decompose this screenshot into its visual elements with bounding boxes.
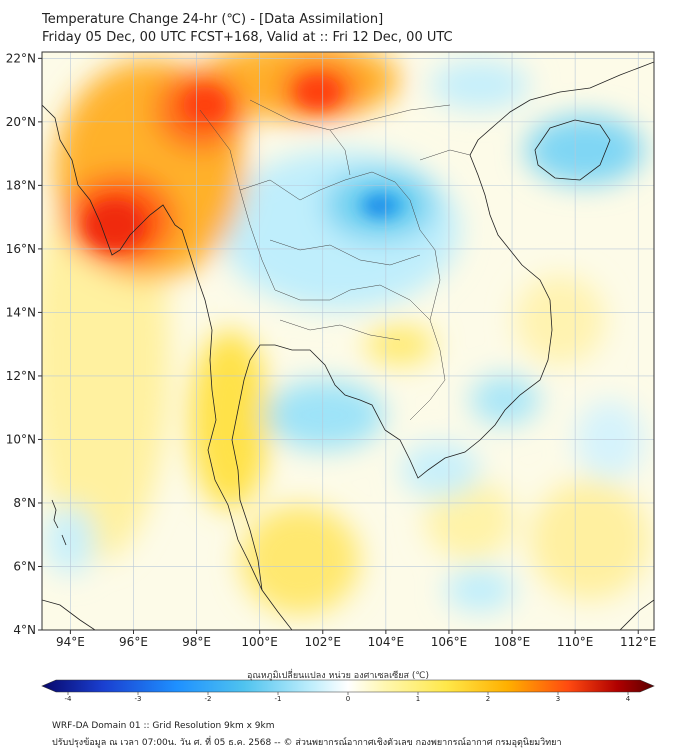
colorbar-title: อุณหภูมิเปลี่ยนแปลง หน่วย องศาเซลเซียส (…: [246, 671, 430, 681]
map-title: Temperature Change 24-hr (℃) - [Data Ass…: [42, 12, 384, 27]
lon-label: 102°E: [305, 635, 342, 649]
lon-label: 96°E: [119, 635, 148, 649]
colorbar-tick-label: 0: [346, 695, 350, 703]
lat-label: 4°N: [13, 623, 36, 637]
lat-label: 16°N: [6, 242, 36, 256]
longitude-axis: 94°E 96°E 98°E 100°E 102°E 104°E 106°E 108°E 110…: [56, 630, 657, 649]
colorbar-tick-label: 3: [556, 695, 560, 703]
lat-label: 12°N: [6, 369, 36, 383]
lat-label: 10°N: [6, 432, 36, 446]
lon-label: 104°E: [368, 635, 405, 649]
map-frame: [41, 51, 655, 631]
graticule: [42, 52, 654, 630]
admin-borders: [199, 99, 471, 421]
lat-label: 8°N: [13, 496, 36, 510]
lat-label: 14°N: [6, 305, 36, 319]
colorbar-tick-label: 1: [416, 695, 420, 703]
lat-label: 18°N: [6, 178, 36, 192]
footer-credit: ปรับปรุงข้อมูล ณ เวลา 07:00น. วัน ศ. ที่…: [52, 738, 562, 748]
colorbar-ticks: -4 -3 -2 -1 0 1 2 3 4: [65, 692, 631, 703]
footer-model-info: WRF-DA Domain 01 :: Grid Resolution 9km …: [52, 721, 275, 731]
lon-label: 98°E: [182, 635, 211, 649]
latitude-axis: 22°N 20°N 18°N 16°N 14°N 12°N 10°N 8°N 6°N 4°N: [6, 51, 42, 637]
temperature-field: [42, 52, 654, 630]
lat-label: 6°N: [13, 559, 36, 573]
colorbar-tick-label: -4: [65, 695, 73, 703]
colorbar-tick-label: -2: [205, 695, 212, 703]
lat-label: 20°N: [6, 115, 36, 129]
lon-label: 108°E: [494, 635, 531, 649]
lon-label: 110°E: [557, 635, 594, 649]
lon-label: 112°E: [620, 635, 657, 649]
colorbar-tick-label: -3: [135, 695, 142, 703]
lon-label: 100°E: [241, 635, 278, 649]
coastlines: [42, 61, 654, 630]
colorbar-tick-label: -1: [275, 695, 282, 703]
lat-label: 22°N: [6, 51, 36, 65]
map-subtitle: Friday 05 Dec, 00 UTC FCST+168, Valid at…: [42, 30, 453, 45]
colorbar-ramp: [41, 679, 655, 693]
colorbar-tick-label: 4: [626, 695, 631, 703]
lon-label: 94°E: [56, 635, 85, 649]
colorbar-tick-label: 2: [486, 695, 490, 703]
lon-label: 106°E: [431, 635, 468, 649]
colorbar: -4 -3 -2 -1 0 1 2 3 4: [41, 679, 655, 703]
